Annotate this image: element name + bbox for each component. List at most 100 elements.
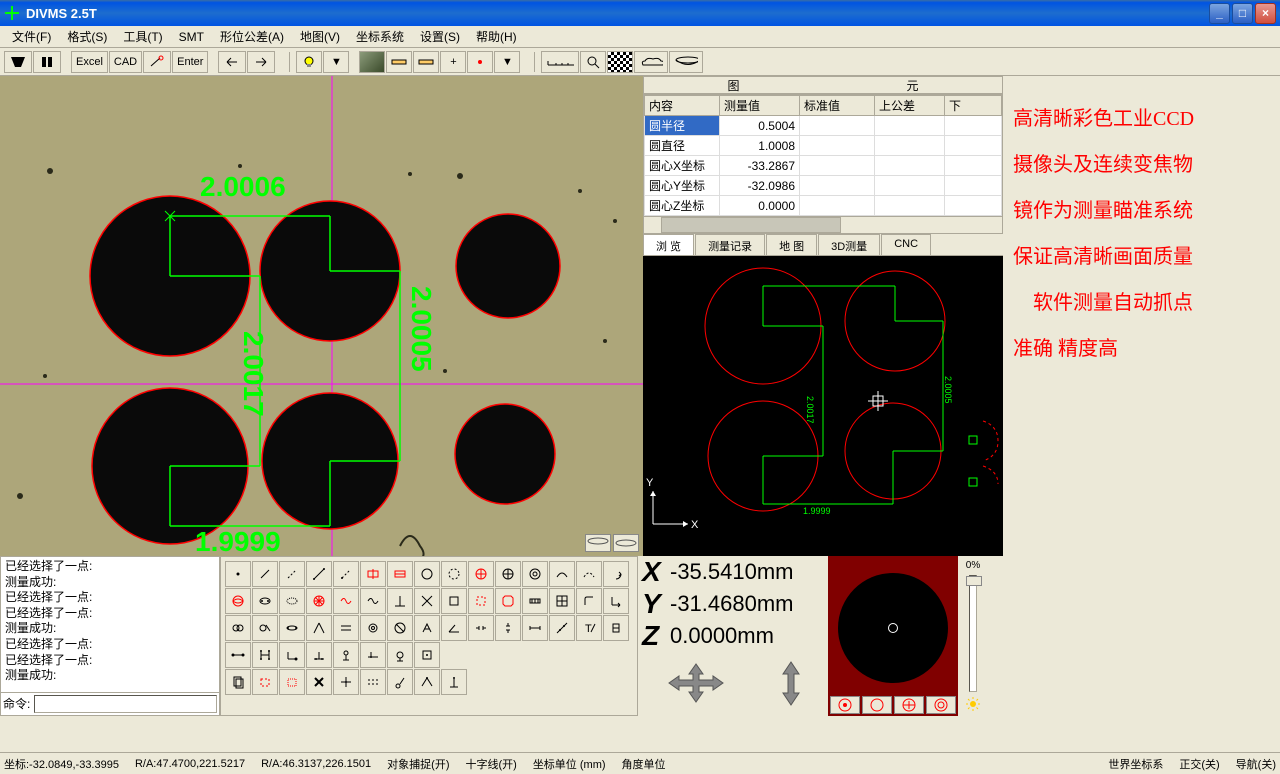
palette-tool-4-2[interactable]: [279, 669, 305, 695]
tool-cloud-icon[interactable]: [634, 51, 668, 73]
palette-tool-2-13[interactable]: T: [576, 615, 602, 641]
table-row[interactable]: 圆半径0.5004: [645, 116, 1002, 136]
camera-mode1-icon[interactable]: [585, 534, 611, 552]
palette-tool-0-2[interactable]: [279, 561, 305, 587]
tool-checker-icon[interactable]: [607, 51, 633, 73]
status-cross[interactable]: 十字线(开): [465, 756, 516, 772]
palette-tool-4-8[interactable]: [441, 669, 467, 695]
target-mode4-icon[interactable]: [926, 696, 956, 714]
palette-tool-4-7[interactable]: [414, 669, 440, 695]
tool-drop2-icon[interactable]: ▼: [494, 51, 520, 73]
palette-tool-0-9[interactable]: [468, 561, 494, 587]
palette-tool-1-10[interactable]: [495, 588, 521, 614]
palette-tool-2-12[interactable]: [549, 615, 575, 641]
palette-tool-0-3[interactable]: [306, 561, 332, 587]
table-row[interactable]: 圆心Z坐标0.0000: [645, 196, 1002, 216]
palette-tool-0-10[interactable]: [495, 561, 521, 587]
palette-tool-1-14[interactable]: [603, 588, 629, 614]
tool-dish-icon[interactable]: [669, 51, 703, 73]
tool-shape2-icon[interactable]: [33, 51, 61, 73]
palette-tool-1-5[interactable]: [360, 588, 386, 614]
palette-tool-2-2[interactable]: [279, 615, 305, 641]
palette-tool-0-8[interactable]: [441, 561, 467, 587]
tool-ruler2-icon[interactable]: [413, 51, 439, 73]
palette-tool-4-4[interactable]: [333, 669, 359, 695]
tool-gradient-icon[interactable]: [359, 51, 385, 73]
palette-tool-0-4[interactable]: [333, 561, 359, 587]
palette-tool-2-14[interactable]: [603, 615, 629, 641]
status-nav[interactable]: 导航(关): [1236, 756, 1276, 772]
menu-coord[interactable]: 坐标系统: [348, 26, 412, 47]
menu-help[interactable]: 帮助(H): [468, 26, 525, 47]
palette-tool-0-7[interactable]: [414, 561, 440, 587]
close-button[interactable]: ×: [1255, 3, 1276, 24]
target-mode2-icon[interactable]: [862, 696, 892, 714]
enter-button[interactable]: Enter: [172, 51, 208, 73]
tool-zoom-icon[interactable]: [580, 51, 606, 73]
palette-tool-4-0[interactable]: [225, 669, 251, 695]
tool-drop-icon[interactable]: ▼: [323, 51, 349, 73]
status-angle-unit[interactable]: 角度单位: [622, 756, 666, 772]
palette-tool-2-11[interactable]: [522, 615, 548, 641]
palette-tool-2-0[interactable]: [225, 615, 251, 641]
palette-tool-2-6[interactable]: [387, 615, 413, 641]
palette-tool-1-9[interactable]: [468, 588, 494, 614]
menu-file[interactable]: 文件(F): [4, 26, 59, 47]
tool-probe-icon[interactable]: [143, 51, 171, 73]
palette-tool-1-11[interactable]: [522, 588, 548, 614]
palette-tool-3-0[interactable]: [225, 642, 251, 668]
tool-arrow-left-icon[interactable]: [218, 51, 246, 73]
palette-tool-2-4[interactable]: [333, 615, 359, 641]
palette-tool-0-0[interactable]: [225, 561, 251, 587]
table-row[interactable]: 圆心Y坐标-32.0986: [645, 176, 1002, 196]
palette-tool-3-2[interactable]: [279, 642, 305, 668]
palette-tool-2-8[interactable]: [441, 615, 467, 641]
palette-tool-2-9[interactable]: [468, 615, 494, 641]
menu-map[interactable]: 地图(V): [292, 26, 348, 47]
tab-3d[interactable]: 3D测量: [818, 234, 880, 255]
cad-button[interactable]: CAD: [109, 51, 142, 73]
palette-tool-1-3[interactable]: [306, 588, 332, 614]
col-lower[interactable]: 下: [945, 96, 1002, 116]
tool-scale-icon[interactable]: [541, 51, 579, 73]
palette-tool-3-6[interactable]: [387, 642, 413, 668]
tab-record[interactable]: 测量记录: [695, 234, 765, 255]
col-measure[interactable]: 测量值: [720, 96, 800, 116]
menu-format[interactable]: 格式(S): [59, 26, 115, 47]
palette-tool-1-4[interactable]: [333, 588, 359, 614]
slider-track[interactable]: [969, 575, 977, 692]
palette-tool-3-7[interactable]: [414, 642, 440, 668]
palette-tool-1-13[interactable]: [576, 588, 602, 614]
palette-tool-0-5[interactable]: [360, 561, 386, 587]
palette-tool-3-5[interactable]: [360, 642, 386, 668]
palette-tool-1-0[interactable]: [225, 588, 251, 614]
palette-tool-2-3[interactable]: [306, 615, 332, 641]
palette-tool-1-7[interactable]: [414, 588, 440, 614]
tab-browse[interactable]: 浏 览: [643, 234, 694, 255]
palette-tool-2-5[interactable]: [360, 615, 386, 641]
maximize-button[interactable]: □: [1232, 3, 1253, 24]
palette-tool-2-1[interactable]: [252, 615, 278, 641]
palette-tool-0-12[interactable]: [549, 561, 575, 587]
palette-tool-0-14[interactable]: [603, 561, 629, 587]
camera-view[interactable]: 71 2.0006 2.0017 2.0005 1.9999: [0, 76, 643, 556]
tool-dot-icon[interactable]: [467, 51, 493, 73]
command-input[interactable]: [34, 695, 217, 713]
palette-tool-0-11[interactable]: [522, 561, 548, 587]
palette-tool-2-10[interactable]: [495, 615, 521, 641]
palette-tool-1-12[interactable]: [549, 588, 575, 614]
tab-map[interactable]: 地 图: [766, 234, 817, 255]
palette-tool-0-6[interactable]: [387, 561, 413, 587]
palette-tool-1-8[interactable]: [441, 588, 467, 614]
preview-view[interactable]: 2.0017 2.0005 1.9999 X Y: [643, 256, 1003, 556]
target-mode3-icon[interactable]: [894, 696, 924, 714]
target-mode1-icon[interactable]: [830, 696, 860, 714]
table-scrollbar[interactable]: [644, 216, 1002, 233]
palette-tool-0-13[interactable]: [576, 561, 602, 587]
col-upper[interactable]: 上公差: [875, 96, 945, 116]
tool-arrow-right-icon[interactable]: [247, 51, 275, 73]
tool-ruler1-icon[interactable]: [386, 51, 412, 73]
table-row[interactable]: 圆直径1.0008: [645, 136, 1002, 156]
status-coord-unit[interactable]: 坐标单位 (mm): [533, 756, 606, 772]
excel-button[interactable]: Excel: [71, 51, 108, 73]
